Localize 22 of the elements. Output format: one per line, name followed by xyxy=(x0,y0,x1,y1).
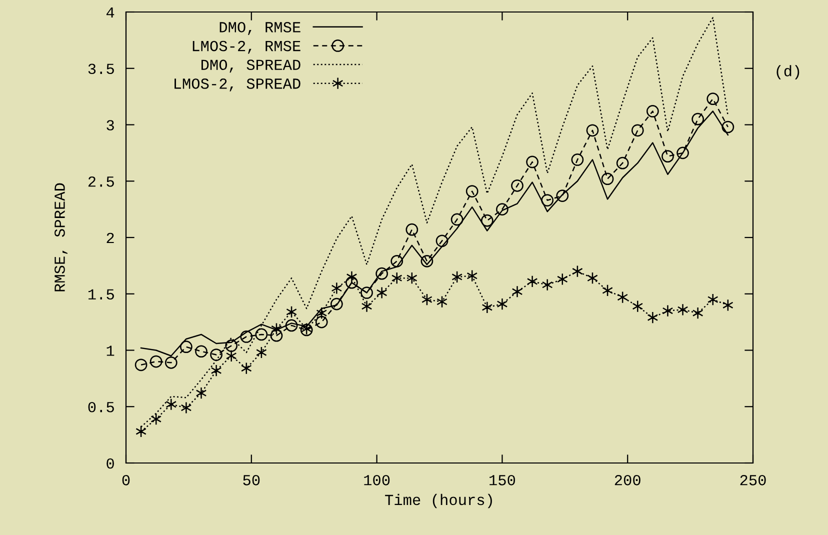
x-tick-label: 0 xyxy=(122,474,130,486)
legend-label: DMO, RMSE xyxy=(220,22,300,35)
y-tick-label: 1.5 xyxy=(88,289,114,300)
x-tick-label: 150 xyxy=(490,474,516,486)
y-tick-label: 4 xyxy=(106,7,114,18)
y-tick-label: 2.5 xyxy=(88,176,114,187)
legend-label: LMOS-2, SPREAD xyxy=(174,78,300,92)
x-tick-label: 250 xyxy=(740,474,766,486)
y-tick-label: 0.5 xyxy=(88,402,114,412)
y-tick-label: 3 xyxy=(106,120,114,130)
y-tick-label: 2 xyxy=(106,232,114,244)
y-tick-label: 0 xyxy=(106,458,114,469)
y-axis-title: RMSE, SPREAD xyxy=(54,183,68,292)
x-tick-label: 50 xyxy=(243,474,260,486)
x-tick-label: 200 xyxy=(614,474,640,486)
legend-label: LMOS-2, RMSE xyxy=(192,40,300,54)
x-axis-title: Time (hours) xyxy=(385,494,492,508)
legend-label: DMO, SPREAD xyxy=(202,60,300,73)
x-tick-label: 100 xyxy=(364,474,390,486)
y-tick-label: 1 xyxy=(106,346,114,356)
y-tick-label: 3.5 xyxy=(88,64,114,74)
text: (d) xyxy=(776,65,800,80)
